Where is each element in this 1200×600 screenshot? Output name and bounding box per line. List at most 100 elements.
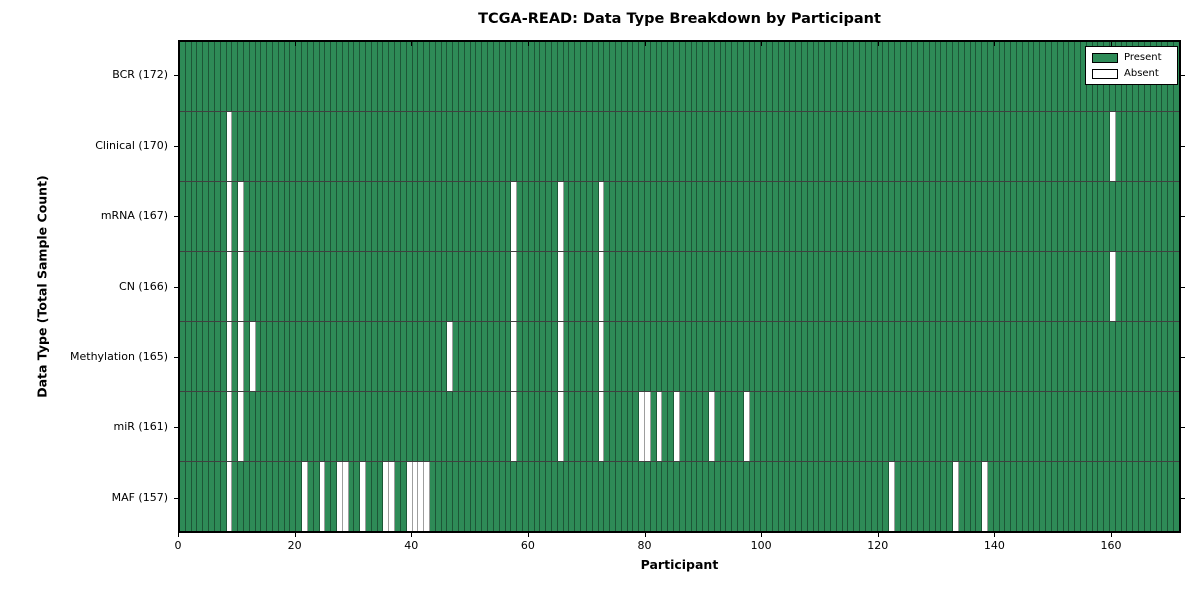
heatmap-cell xyxy=(813,462,820,531)
heatmap-cell xyxy=(441,112,448,181)
heatmap-cell xyxy=(668,322,675,391)
heatmap-cell xyxy=(912,112,919,181)
heatmap-cell xyxy=(970,112,977,181)
heatmap-cell xyxy=(767,252,773,321)
heatmap-cell xyxy=(708,322,715,391)
heatmap-cell xyxy=(540,392,547,461)
heatmap-cell xyxy=(470,182,477,251)
heatmap-cell xyxy=(645,462,651,531)
x-tick-mark-top xyxy=(761,42,763,46)
heatmap-cell xyxy=(377,322,384,391)
heatmap-cell xyxy=(1063,392,1070,461)
heatmap-cell xyxy=(377,112,384,181)
heatmap-cell xyxy=(645,112,651,181)
heatmap-cell xyxy=(801,112,808,181)
heatmap-cell xyxy=(889,392,895,461)
heatmap-cell xyxy=(586,462,593,531)
heatmap-cell xyxy=(1080,182,1087,251)
heatmap-cell xyxy=(964,392,971,461)
heatmap-cell xyxy=(546,112,552,181)
heatmap-cell xyxy=(621,42,628,111)
x-tick-mark xyxy=(877,533,879,537)
heatmap-cell xyxy=(284,322,291,391)
heatmap-cell xyxy=(1028,42,1035,111)
heatmap-cell xyxy=(825,182,831,251)
heatmap-cell xyxy=(267,322,273,391)
heatmap-cell xyxy=(1121,392,1128,461)
heatmap-cell xyxy=(1121,112,1128,181)
heatmap-cell xyxy=(598,112,605,181)
heatmap-cell xyxy=(389,42,396,111)
heatmap-cell xyxy=(645,322,651,391)
heatmap-cell xyxy=(743,462,750,531)
heatmap-cell xyxy=(935,42,942,111)
heatmap-cell xyxy=(987,182,994,251)
heatmap-cell xyxy=(552,42,558,111)
heatmap-cell xyxy=(232,112,239,181)
heatmap-cell xyxy=(924,182,930,251)
heatmap-cell xyxy=(703,462,709,531)
heatmap-cell xyxy=(726,182,733,251)
heatmap-cell xyxy=(180,42,186,111)
heatmap-cell xyxy=(1022,182,1029,251)
heatmap-cell xyxy=(639,462,645,531)
heatmap-cell xyxy=(639,112,645,181)
heatmap-cell xyxy=(429,392,436,461)
heatmap-cell xyxy=(708,252,715,321)
heatmap-cell xyxy=(563,252,570,321)
heatmap-cell xyxy=(970,322,977,391)
heatmap-cell xyxy=(1156,182,1163,251)
heatmap-cell xyxy=(604,112,611,181)
heatmap-cell xyxy=(238,112,244,181)
heatmap-cell xyxy=(964,182,971,251)
heatmap-row-MAF xyxy=(180,462,1179,531)
heatmap-cell xyxy=(900,42,907,111)
heatmap-cell xyxy=(1069,182,1076,251)
heatmap-cell xyxy=(1133,462,1140,531)
heatmap-cell xyxy=(958,392,965,461)
heatmap-cell xyxy=(424,462,430,531)
heatmap-cell xyxy=(528,392,535,461)
heatmap-cell xyxy=(825,252,831,321)
heatmap-cell xyxy=(278,392,285,461)
heatmap-cell xyxy=(993,392,1000,461)
heatmap-cell xyxy=(982,462,988,531)
heatmap-cell xyxy=(214,322,221,391)
heatmap-cell xyxy=(860,322,866,391)
heatmap-cell xyxy=(999,392,1006,461)
heatmap-cell xyxy=(1069,112,1076,181)
heatmap-cell xyxy=(493,112,500,181)
heatmap-cell xyxy=(284,42,291,111)
heatmap-cell xyxy=(784,392,791,461)
heatmap-cell xyxy=(860,252,866,321)
heatmap-cell xyxy=(307,252,314,321)
heatmap-cell xyxy=(319,462,326,531)
heatmap-cell xyxy=(732,392,738,461)
heatmap-cell xyxy=(685,462,692,531)
heatmap-cell xyxy=(610,182,616,251)
heatmap-cell xyxy=(976,42,983,111)
heatmap-cell xyxy=(784,182,791,251)
heatmap-cell xyxy=(522,182,529,251)
heatmap-cell xyxy=(1069,322,1076,391)
heatmap-cell xyxy=(185,462,192,531)
heatmap-cell xyxy=(1173,392,1179,461)
heatmap-cell xyxy=(342,112,349,181)
heatmap-cell xyxy=(604,462,611,531)
heatmap-cell xyxy=(819,252,826,321)
heatmap-cell xyxy=(424,252,430,321)
heatmap-cell xyxy=(528,252,535,321)
heatmap-cell xyxy=(662,462,669,531)
heatmap-cell xyxy=(371,462,378,531)
heatmap-cell xyxy=(261,112,268,181)
heatmap-cell xyxy=(534,182,541,251)
heatmap-cell xyxy=(1133,112,1140,181)
heatmap-cell xyxy=(615,392,622,461)
heatmap-cell xyxy=(563,112,570,181)
heatmap-cell xyxy=(970,252,977,321)
heatmap-cell xyxy=(232,42,239,111)
heatmap-cell xyxy=(813,322,820,391)
heatmap-cell xyxy=(877,182,884,251)
heatmap-cell xyxy=(406,462,413,531)
heatmap-cell xyxy=(243,322,250,391)
